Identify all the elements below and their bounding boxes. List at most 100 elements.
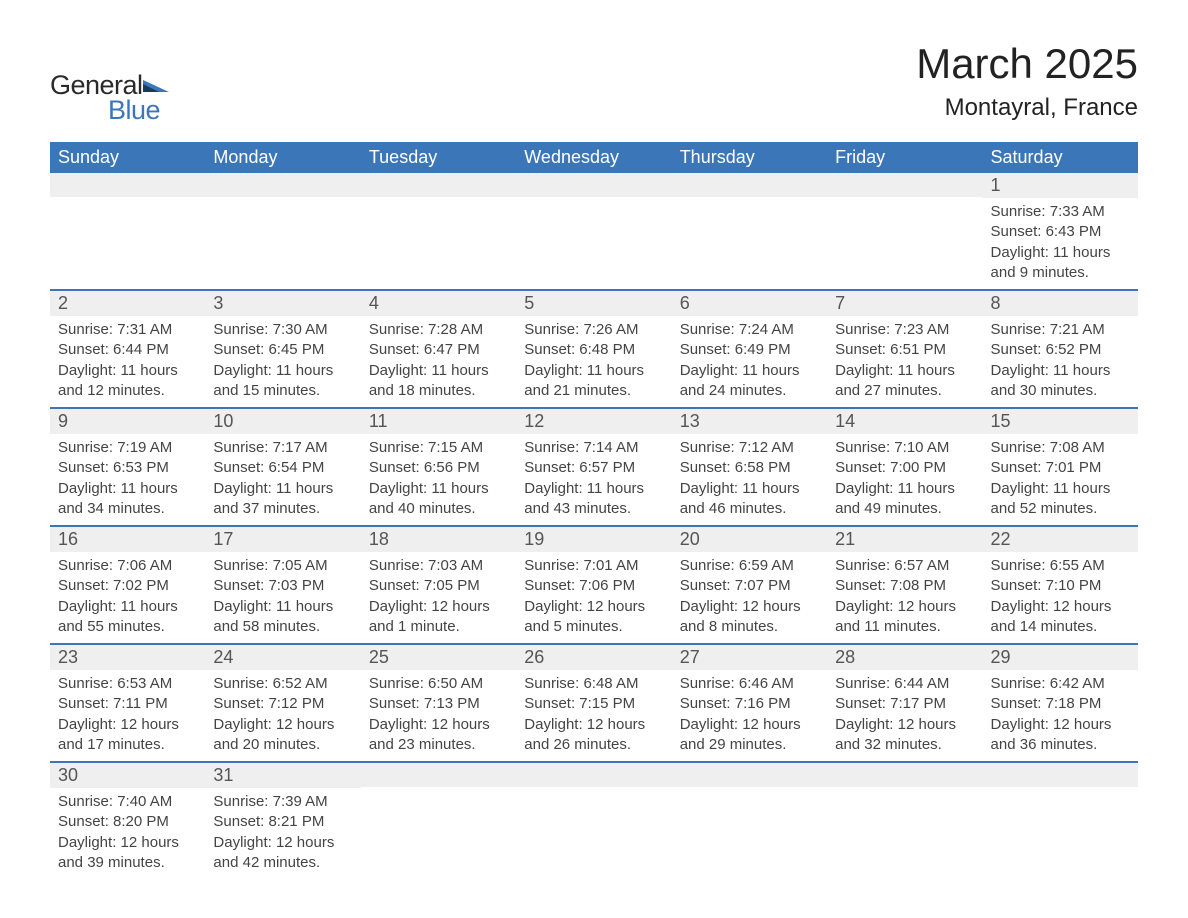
calendar-day-cell [516, 173, 671, 290]
day-number-empty [361, 173, 516, 197]
day-details: Sunrise: 6:42 AMSunset: 7:18 PMDaylight:… [983, 670, 1138, 761]
sunset-text: Sunset: 6:51 PM [835, 340, 974, 360]
weekday-header: Saturday [983, 142, 1138, 173]
daylight-text-1: Daylight: 11 hours [680, 361, 819, 381]
day-number: 22 [983, 527, 1138, 552]
calendar-week-row: 16Sunrise: 7:06 AMSunset: 7:02 PMDayligh… [50, 526, 1138, 644]
daylight-text-2: and 30 minutes. [991, 381, 1130, 401]
daylight-text-1: Daylight: 11 hours [991, 243, 1130, 263]
daylight-text-2: and 42 minutes. [213, 853, 352, 873]
sunset-text: Sunset: 7:06 PM [524, 576, 663, 596]
calendar-day-cell: 16Sunrise: 7:06 AMSunset: 7:02 PMDayligh… [50, 526, 205, 644]
calendar-day-cell [672, 173, 827, 290]
day-details: Sunrise: 6:52 AMSunset: 7:12 PMDaylight:… [205, 670, 360, 761]
sunrise-text: Sunrise: 7:10 AM [835, 438, 974, 458]
sunset-text: Sunset: 7:00 PM [835, 458, 974, 478]
daylight-text-1: Daylight: 11 hours [835, 479, 974, 499]
sunset-text: Sunset: 6:48 PM [524, 340, 663, 360]
sunset-text: Sunset: 6:49 PM [680, 340, 819, 360]
day-number: 26 [516, 645, 671, 670]
day-number-empty [983, 763, 1138, 787]
sunrise-text: Sunrise: 7:40 AM [58, 792, 197, 812]
day-details: Sunrise: 7:30 AMSunset: 6:45 PMDaylight:… [205, 316, 360, 407]
calendar-week-row: 23Sunrise: 6:53 AMSunset: 7:11 PMDayligh… [50, 644, 1138, 762]
day-details: Sunrise: 6:44 AMSunset: 7:17 PMDaylight:… [827, 670, 982, 761]
calendar-day-cell [983, 762, 1138, 879]
daylight-text-2: and 23 minutes. [369, 735, 508, 755]
calendar-day-cell: 20Sunrise: 6:59 AMSunset: 7:07 PMDayligh… [672, 526, 827, 644]
daylight-text-1: Daylight: 11 hours [524, 361, 663, 381]
calendar-table: SundayMondayTuesdayWednesdayThursdayFrid… [50, 142, 1138, 879]
day-number-empty [205, 173, 360, 197]
daylight-text-1: Daylight: 12 hours [369, 715, 508, 735]
daylight-text-2: and 55 minutes. [58, 617, 197, 637]
sunset-text: Sunset: 7:01 PM [991, 458, 1130, 478]
location: Montayral, France [916, 94, 1138, 122]
sunset-text: Sunset: 8:21 PM [213, 812, 352, 832]
calendar-day-cell: 14Sunrise: 7:10 AMSunset: 7:00 PMDayligh… [827, 408, 982, 526]
day-details: Sunrise: 7:39 AMSunset: 8:21 PMDaylight:… [205, 788, 360, 879]
day-details: Sunrise: 7:33 AMSunset: 6:43 PMDaylight:… [983, 198, 1138, 289]
day-number: 11 [361, 409, 516, 434]
day-number: 1 [983, 173, 1138, 198]
sunrise-text: Sunrise: 6:55 AM [991, 556, 1130, 576]
calendar-day-cell: 30Sunrise: 7:40 AMSunset: 8:20 PMDayligh… [50, 762, 205, 879]
sunrise-text: Sunrise: 6:50 AM [369, 674, 508, 694]
sunrise-text: Sunrise: 7:33 AM [991, 202, 1130, 222]
calendar-week-row: 30Sunrise: 7:40 AMSunset: 8:20 PMDayligh… [50, 762, 1138, 879]
day-details: Sunrise: 7:06 AMSunset: 7:02 PMDaylight:… [50, 552, 205, 643]
sunset-text: Sunset: 6:43 PM [991, 222, 1130, 242]
sunset-text: Sunset: 6:52 PM [991, 340, 1130, 360]
sunrise-text: Sunrise: 7:17 AM [213, 438, 352, 458]
day-number: 6 [672, 291, 827, 316]
daylight-text-1: Daylight: 12 hours [369, 597, 508, 617]
daylight-text-2: and 46 minutes. [680, 499, 819, 519]
sunset-text: Sunset: 6:58 PM [680, 458, 819, 478]
daylight-text-1: Daylight: 11 hours [213, 361, 352, 381]
daylight-text-2: and 52 minutes. [991, 499, 1130, 519]
day-number-empty [361, 763, 516, 787]
day-details: Sunrise: 7:14 AMSunset: 6:57 PMDaylight:… [516, 434, 671, 525]
sunrise-text: Sunrise: 7:08 AM [991, 438, 1130, 458]
day-number-empty [50, 173, 205, 197]
sunrise-text: Sunrise: 7:05 AM [213, 556, 352, 576]
daylight-text-2: and 37 minutes. [213, 499, 352, 519]
day-details: Sunrise: 6:53 AMSunset: 7:11 PMDaylight:… [50, 670, 205, 761]
day-number: 4 [361, 291, 516, 316]
day-number: 24 [205, 645, 360, 670]
daylight-text-1: Daylight: 11 hours [213, 597, 352, 617]
daylight-text-2: and 24 minutes. [680, 381, 819, 401]
sunset-text: Sunset: 6:57 PM [524, 458, 663, 478]
sunset-text: Sunset: 7:05 PM [369, 576, 508, 596]
sunrise-text: Sunrise: 6:59 AM [680, 556, 819, 576]
calendar-day-cell: 17Sunrise: 7:05 AMSunset: 7:03 PMDayligh… [205, 526, 360, 644]
daylight-text-2: and 36 minutes. [991, 735, 1130, 755]
day-body-empty [361, 197, 516, 267]
day-details: Sunrise: 7:31 AMSunset: 6:44 PMDaylight:… [50, 316, 205, 407]
daylight-text-1: Daylight: 12 hours [213, 715, 352, 735]
sunrise-text: Sunrise: 6:46 AM [680, 674, 819, 694]
day-body-empty [672, 787, 827, 857]
daylight-text-2: and 21 minutes. [524, 381, 663, 401]
day-number: 20 [672, 527, 827, 552]
day-number: 10 [205, 409, 360, 434]
sunrise-text: Sunrise: 7:39 AM [213, 792, 352, 812]
day-details: Sunrise: 6:59 AMSunset: 7:07 PMDaylight:… [672, 552, 827, 643]
sunrise-text: Sunrise: 6:53 AM [58, 674, 197, 694]
calendar-day-cell: 29Sunrise: 6:42 AMSunset: 7:18 PMDayligh… [983, 644, 1138, 762]
daylight-text-2: and 39 minutes. [58, 853, 197, 873]
daylight-text-2: and 17 minutes. [58, 735, 197, 755]
day-details: Sunrise: 7:23 AMSunset: 6:51 PMDaylight:… [827, 316, 982, 407]
sunrise-text: Sunrise: 7:03 AM [369, 556, 508, 576]
day-number: 8 [983, 291, 1138, 316]
sunset-text: Sunset: 7:08 PM [835, 576, 974, 596]
sunrise-text: Sunrise: 7:23 AM [835, 320, 974, 340]
sunset-text: Sunset: 6:56 PM [369, 458, 508, 478]
calendar-day-cell [827, 173, 982, 290]
calendar-day-cell: 2Sunrise: 7:31 AMSunset: 6:44 PMDaylight… [50, 290, 205, 408]
calendar-day-cell: 6Sunrise: 7:24 AMSunset: 6:49 PMDaylight… [672, 290, 827, 408]
day-body-empty [672, 197, 827, 267]
day-body-empty [205, 197, 360, 267]
daylight-text-1: Daylight: 12 hours [991, 597, 1130, 617]
day-details: Sunrise: 7:03 AMSunset: 7:05 PMDaylight:… [361, 552, 516, 643]
